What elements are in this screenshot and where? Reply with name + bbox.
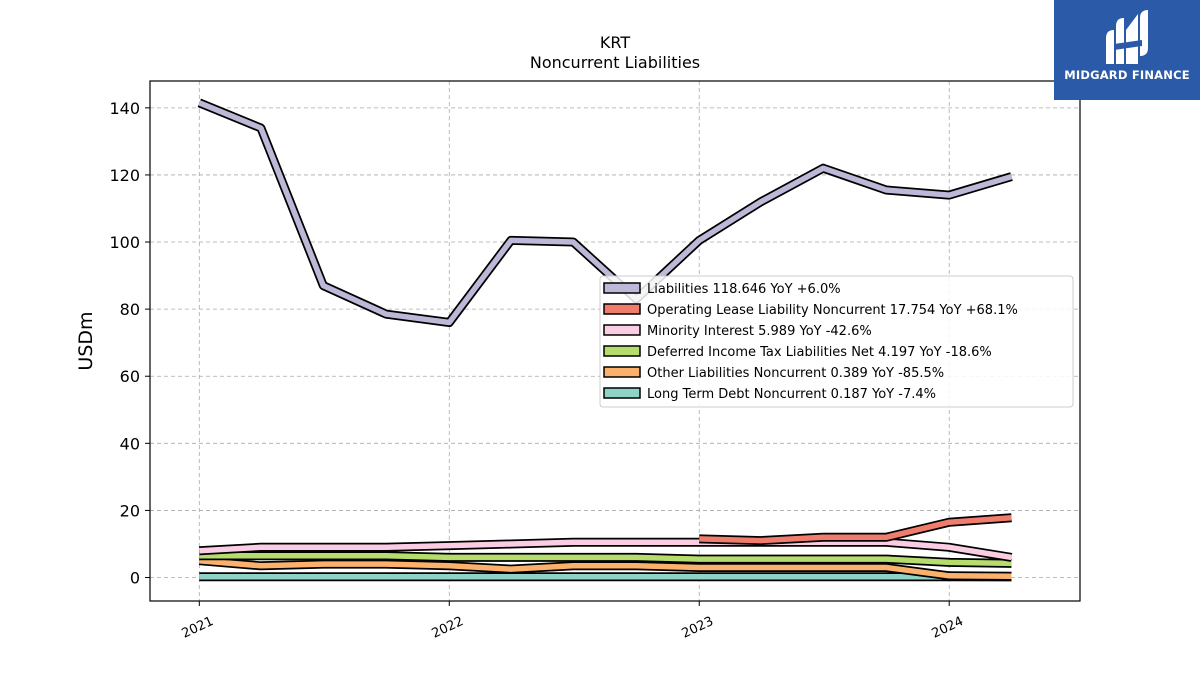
y-tick-label: 60 <box>120 367 140 386</box>
logo-text: MIDGARD FINANCE <box>1064 68 1190 82</box>
legend-swatch <box>603 282 641 294</box>
legend-box <box>599 275 1074 408</box>
y-tick-label: 140 <box>109 99 140 118</box>
series-operating-lease-liability-noncurrent <box>699 513 1012 546</box>
legend-entry: Deferred Income Tax Liabilities Net 4.19… <box>647 345 992 360</box>
chart-title: KRT <box>600 33 630 52</box>
legend-entry: Other Liabilities Noncurrent 0.389 YoY -… <box>647 366 944 381</box>
series-line <box>699 515 1012 544</box>
legend: Liabilities 118.646 YoY +6.0% Operating L… <box>599 275 1074 408</box>
series-liabilities <box>197 98 1013 327</box>
chart-subtitle: Noncurrent Liabilities <box>530 53 700 72</box>
y-tick-label: 40 <box>120 434 140 453</box>
x-tick-label: 2022 <box>430 614 466 642</box>
legend-entry: Minority Interest 5.989 YoY -42.6% <box>647 324 872 339</box>
legend-entry: Liabilities 118.646 YoY +6.0% <box>647 282 841 297</box>
x-tick-label: 2024 <box>930 614 966 642</box>
series-minority-interest <box>199 537 1013 562</box>
legend-entry: Long Term Debt Noncurrent 0.187 YoY -7.4… <box>647 387 936 402</box>
legend-swatch <box>603 324 641 336</box>
y-tick-label: 80 <box>120 300 140 319</box>
legend-swatch <box>603 303 641 315</box>
y-tick-label: 20 <box>120 501 140 520</box>
x-tick-label: 2021 <box>180 614 216 642</box>
series-layer <box>197 98 1013 582</box>
series-line <box>199 552 1012 567</box>
midgard-logo-icon <box>1106 10 1148 64</box>
y-tick-label: 120 <box>109 166 140 185</box>
series-other-liabilities-noncurrent <box>198 556 1012 581</box>
midgard-finance-logo: MIDGARD FINANCE <box>1054 0 1200 100</box>
y-tick-label: 0 <box>130 569 140 588</box>
series-line <box>199 557 1012 579</box>
x-tick-label: 2023 <box>680 614 716 642</box>
plot-frame <box>149 80 1081 602</box>
series-deferred-income-tax-liabilities-net <box>199 551 1012 568</box>
legend-swatch <box>603 366 641 378</box>
y-axis-label: USDm <box>75 311 97 370</box>
series-line <box>199 539 1012 561</box>
legend-swatch <box>603 345 641 357</box>
series-line <box>198 100 1013 326</box>
legend-swatch <box>603 387 641 399</box>
y-tick-label: 100 <box>109 233 140 252</box>
legend-entry: Operating Lease Liability Noncurrent 17.… <box>647 303 1018 318</box>
